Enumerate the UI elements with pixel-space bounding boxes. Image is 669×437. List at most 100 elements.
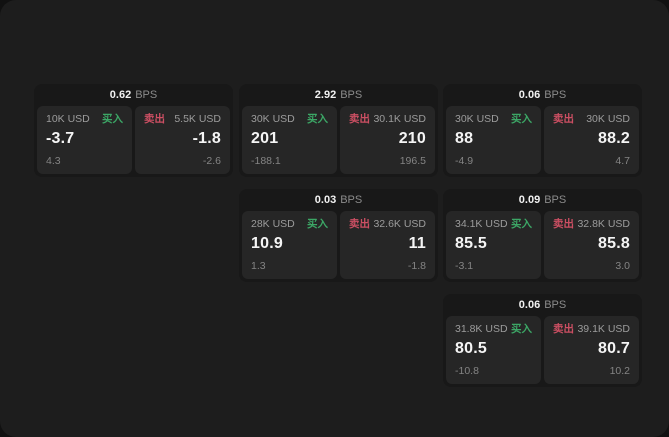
sell-delta: 196.5 <box>399 155 426 167</box>
sell-panel-header: 卖出 5.5K USD <box>144 113 221 126</box>
sell-panel-header: 卖出 30.1K USD <box>349 113 426 126</box>
sell-panel-header: 卖出 30K USD <box>553 113 630 126</box>
sell-side-label: 卖出 <box>553 113 574 125</box>
spread-unit-label: BPS <box>340 89 363 101</box>
buy-amount: 31.8K USD <box>455 323 508 335</box>
buy-side-label: 买入 <box>102 113 123 125</box>
buy-delta: 1.3 <box>251 260 266 272</box>
sell-side-label: 卖出 <box>349 113 370 125</box>
quote-panels: 30K USD 买入 201 -188.1 卖出 30.1K USD 210 1… <box>239 106 438 177</box>
sell-delta: 3.0 <box>615 260 630 272</box>
sell-price: -1.8 <box>192 130 221 147</box>
quote-card: 0.06 BPS 30K USD 买入 88 -4.9 卖出 30K USD 8… <box>443 84 642 177</box>
sell-panel[interactable]: 卖出 32.6K USD 11 -1.8 <box>340 211 435 279</box>
sell-delta: -1.8 <box>407 260 426 272</box>
buy-delta: -10.8 <box>455 365 479 377</box>
sell-delta: 10.2 <box>609 365 630 377</box>
buy-panel-header: 28K USD 买入 <box>251 218 328 231</box>
quote-panels: 10K USD 买入 -3.7 4.3 卖出 5.5K USD -1.8 -2.… <box>34 106 233 177</box>
sell-amount: 32.6K USD <box>373 218 426 230</box>
quote-card: 0.06 BPS 31.8K USD 买入 80.5 -10.8 卖出 39.1… <box>443 294 642 387</box>
buy-amount: 34.1K USD <box>455 218 508 230</box>
quote-panels: 34.1K USD 买入 85.5 -3.1 卖出 32.8K USD 85.8… <box>443 211 642 282</box>
buy-panel-header: 10K USD 买入 <box>46 113 123 126</box>
sell-price: 210 <box>398 130 426 147</box>
quote-panels: 31.8K USD 买入 80.5 -10.8 卖出 39.1K USD 80.… <box>443 316 642 387</box>
spread-header: 0.03 BPS <box>239 189 438 211</box>
buy-panel[interactable]: 30K USD 买入 88 -4.9 <box>446 106 541 174</box>
sell-amount: 30.1K USD <box>373 113 426 125</box>
buy-price: -3.7 <box>46 130 75 147</box>
buy-amount: 30K USD <box>455 113 499 125</box>
sell-price: 85.8 <box>598 235 630 252</box>
sell-panel[interactable]: 卖出 32.8K USD 85.8 3.0 <box>544 211 639 279</box>
buy-side-label: 买入 <box>511 323 532 335</box>
buy-amount: 10K USD <box>46 113 90 125</box>
buy-price: 88 <box>455 130 474 147</box>
sell-amount: 5.5K USD <box>174 113 221 125</box>
spread-header: 0.06 BPS <box>443 84 642 106</box>
quote-card: 2.92 BPS 30K USD 买入 201 -188.1 卖出 30.1K … <box>239 84 438 177</box>
spread-unit-label: BPS <box>135 89 158 101</box>
spread-value: 2.92 <box>314 89 337 101</box>
buy-side-label: 买入 <box>307 113 328 125</box>
sell-panel[interactable]: 卖出 30.1K USD 210 196.5 <box>340 106 435 174</box>
buy-panel[interactable]: 10K USD 买入 -3.7 4.3 <box>37 106 132 174</box>
spread-unit-label: BPS <box>544 89 567 101</box>
spread-value: 0.06 <box>518 89 541 101</box>
buy-price: 80.5 <box>455 340 487 357</box>
buy-panel-header: 30K USD 买入 <box>251 113 328 126</box>
buy-panel[interactable]: 28K USD 买入 10.9 1.3 <box>242 211 337 279</box>
buy-delta: -4.9 <box>455 155 474 167</box>
buy-panel[interactable]: 31.8K USD 买入 80.5 -10.8 <box>446 316 541 384</box>
quote-panels: 30K USD 买入 88 -4.9 卖出 30K USD 88.2 4.7 <box>443 106 642 177</box>
buy-side-label: 买入 <box>511 113 532 125</box>
buy-panel-header: 31.8K USD 买入 <box>455 323 532 336</box>
sell-amount: 32.8K USD <box>577 218 630 230</box>
sell-delta: -2.6 <box>202 155 221 167</box>
buy-panel-header: 30K USD 买入 <box>455 113 532 126</box>
buy-amount: 28K USD <box>251 218 295 230</box>
spread-value: 0.06 <box>518 299 541 311</box>
sell-side-label: 卖出 <box>553 323 574 335</box>
spread-header: 0.06 BPS <box>443 294 642 316</box>
buy-panel[interactable]: 30K USD 买入 201 -188.1 <box>242 106 337 174</box>
buy-delta: -188.1 <box>251 155 281 167</box>
sell-delta: 4.7 <box>615 155 630 167</box>
sell-side-label: 卖出 <box>553 218 574 230</box>
sell-panel-header: 卖出 32.8K USD <box>553 218 630 231</box>
spread-unit-label: BPS <box>340 194 363 206</box>
buy-price: 85.5 <box>455 235 487 252</box>
sell-panel[interactable]: 卖出 5.5K USD -1.8 -2.6 <box>135 106 230 174</box>
buy-delta: -3.1 <box>455 260 474 272</box>
buy-side-label: 买入 <box>511 218 532 230</box>
sell-panel-header: 卖出 39.1K USD <box>553 323 630 336</box>
spread-unit-label: BPS <box>544 299 567 311</box>
buy-panel-header: 34.1K USD 买入 <box>455 218 532 231</box>
buy-side-label: 买入 <box>307 218 328 230</box>
sell-price: 80.7 <box>598 340 630 357</box>
sell-side-label: 卖出 <box>144 113 165 125</box>
spread-value: 0.09 <box>518 194 541 206</box>
buy-price: 10.9 <box>251 235 283 252</box>
spread-value: 0.62 <box>109 89 132 101</box>
sell-panel[interactable]: 卖出 30K USD 88.2 4.7 <box>544 106 639 174</box>
buy-panel[interactable]: 34.1K USD 买入 85.5 -3.1 <box>446 211 541 279</box>
buy-price: 201 <box>251 130 279 147</box>
sell-panel[interactable]: 卖出 39.1K USD 80.7 10.2 <box>544 316 639 384</box>
spread-unit-label: BPS <box>544 194 567 206</box>
spread-header: 0.09 BPS <box>443 189 642 211</box>
quote-card: 0.62 BPS 10K USD 买入 -3.7 4.3 卖出 5.5K USD… <box>34 84 233 177</box>
spread-value: 0.03 <box>314 194 337 206</box>
sell-amount: 39.1K USD <box>577 323 630 335</box>
sell-panel-header: 卖出 32.6K USD <box>349 218 426 231</box>
sell-amount: 30K USD <box>586 113 630 125</box>
quote-card: 0.03 BPS 28K USD 买入 10.9 1.3 卖出 32.6K US… <box>239 189 438 282</box>
buy-amount: 30K USD <box>251 113 295 125</box>
quote-panels: 28K USD 买入 10.9 1.3 卖出 32.6K USD 11 -1.8 <box>239 211 438 282</box>
quote-card: 0.09 BPS 34.1K USD 买入 85.5 -3.1 卖出 32.8K… <box>443 189 642 282</box>
sell-price: 88.2 <box>598 130 630 147</box>
sell-side-label: 卖出 <box>349 218 370 230</box>
spread-header: 2.92 BPS <box>239 84 438 106</box>
